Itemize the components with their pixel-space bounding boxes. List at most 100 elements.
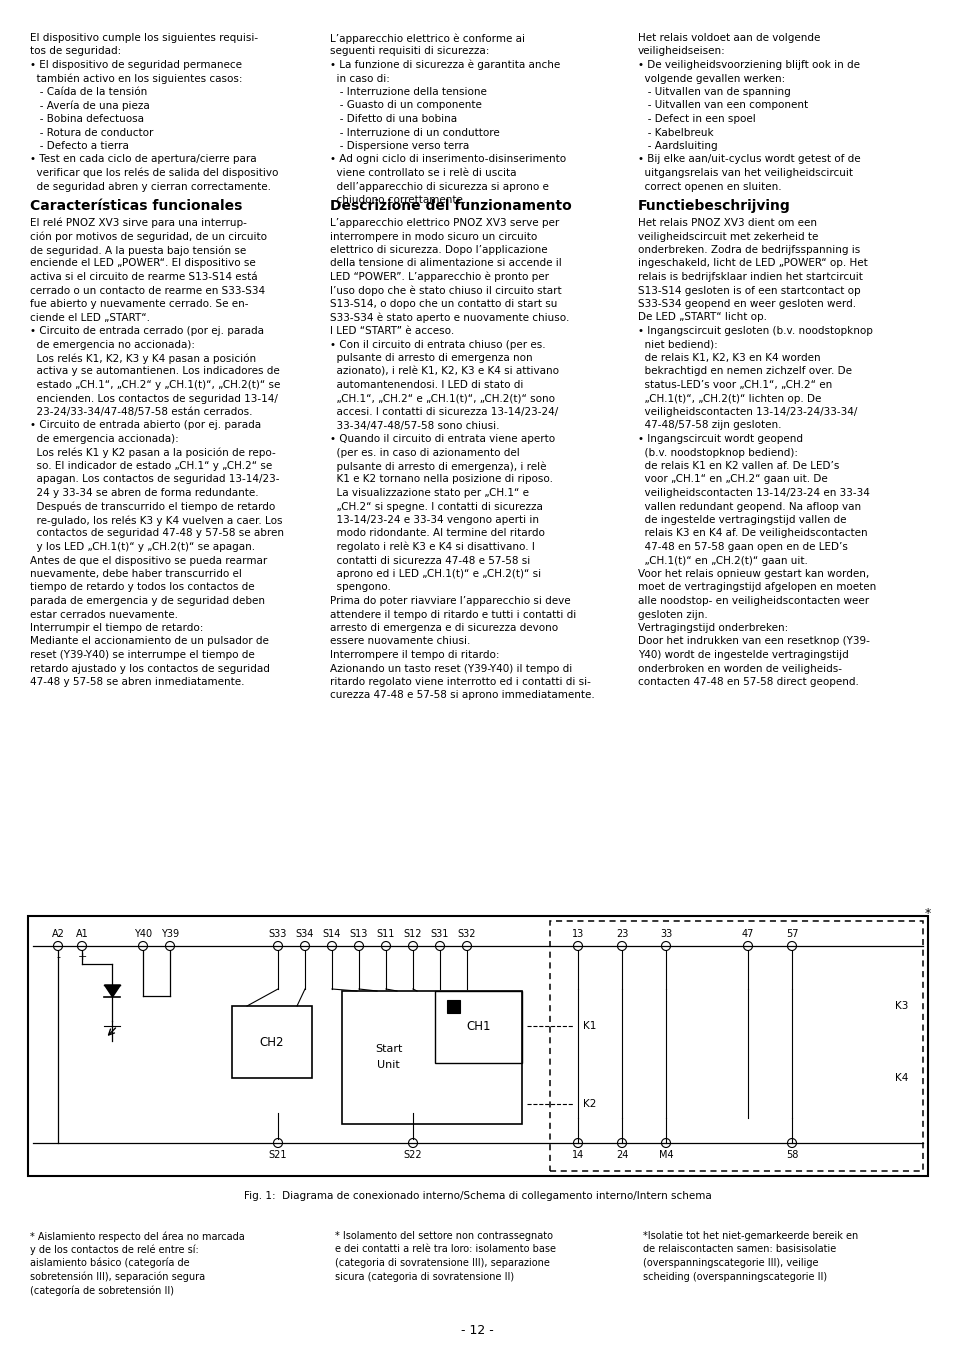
Text: scheiding (overspanningscategorie II): scheiding (overspanningscategorie II) bbox=[642, 1271, 826, 1282]
Text: e dei contatti a relè tra loro: isolamento base: e dei contatti a relè tra loro: isolamen… bbox=[335, 1244, 556, 1255]
Text: sicura (categoria di sovratensione II): sicura (categoria di sovratensione II) bbox=[335, 1271, 514, 1282]
Text: pulsante di arresto di emergenza non: pulsante di arresto di emergenza non bbox=[330, 353, 532, 363]
Text: in caso di:: in caso di: bbox=[330, 73, 390, 84]
Text: - Rotura de conductor: - Rotura de conductor bbox=[30, 127, 153, 138]
Text: Fig. 1:  Diagrama de conexionado interno/Schema di collegamento interno/Intern s: Fig. 1: Diagrama de conexionado interno/… bbox=[244, 1192, 711, 1201]
Text: también activo en los siguientes casos:: también activo en los siguientes casos: bbox=[30, 73, 242, 84]
Text: alle noodstop- en veiligheidscontacten weer: alle noodstop- en veiligheidscontacten w… bbox=[638, 596, 868, 607]
Text: regolato i relè K3 e K4 si disattivano. I: regolato i relè K3 e K4 si disattivano. … bbox=[330, 542, 535, 553]
Text: Azionando un tasto reset (Y39-Y40) il tempo di: Azionando un tasto reset (Y39-Y40) il te… bbox=[330, 663, 572, 674]
Text: Antes de que el dispositivo se pueda rearmar: Antes de que el dispositivo se pueda rea… bbox=[30, 555, 267, 566]
Text: • El dispositivo de seguridad permanece: • El dispositivo de seguridad permanece bbox=[30, 59, 242, 70]
Text: • Test en cada ciclo de apertura/cierre para: • Test en cada ciclo de apertura/cierre … bbox=[30, 154, 256, 165]
Text: • Ad ogni ciclo di inserimento-disinserimento: • Ad ogni ciclo di inserimento-disinseri… bbox=[330, 154, 565, 165]
Text: de relais K1 en K2 vallen af. De LED’s: de relais K1 en K2 vallen af. De LED’s bbox=[638, 461, 839, 471]
Text: l’uso dopo che è stato chiuso il circuito start: l’uso dopo che è stato chiuso il circuit… bbox=[330, 285, 561, 296]
Text: dell’apparecchio di sicurezza si aprono e: dell’apparecchio di sicurezza si aprono … bbox=[330, 181, 548, 192]
Text: • De veiligheidsvoorziening blijft ook in de: • De veiligheidsvoorziening blijft ook i… bbox=[638, 59, 859, 70]
Text: de seguridad abren y cierran correctamente.: de seguridad abren y cierran correctamen… bbox=[30, 181, 271, 192]
Text: - Difetto di una bobina: - Difetto di una bobina bbox=[330, 113, 456, 124]
Text: so. El indicador de estado „CH.1“ y „CH.2“ se: so. El indicador de estado „CH.1“ y „CH.… bbox=[30, 461, 272, 471]
Text: S13-S14, o dopo che un contatto di start su: S13-S14, o dopo che un contatto di start… bbox=[330, 299, 557, 309]
Text: estado „CH.1“, „CH.2“ y „CH.1(t)“, „CH.2(t)“ se: estado „CH.1“, „CH.2“ y „CH.1(t)“, „CH.2… bbox=[30, 380, 280, 390]
Text: M4: M4 bbox=[658, 1150, 673, 1161]
Text: (per es. in caso di azionamento del: (per es. in caso di azionamento del bbox=[330, 447, 519, 458]
Text: elettrico di sicurezza. Dopo l’applicazione: elettrico di sicurezza. Dopo l’applicazi… bbox=[330, 245, 547, 255]
Text: *Isolatie tot het niet-gemarkeerde bereik en: *Isolatie tot het niet-gemarkeerde berei… bbox=[642, 1231, 858, 1242]
Text: 47-48/57-58 zijn gesloten.: 47-48/57-58 zijn gesloten. bbox=[638, 420, 781, 431]
Text: S32: S32 bbox=[457, 929, 476, 939]
Text: Descrizione del funzionamento: Descrizione del funzionamento bbox=[330, 199, 571, 213]
Text: ción por motivos de seguridad, de un circuito: ción por motivos de seguridad, de un cir… bbox=[30, 231, 267, 242]
Text: vallen redundant geopend. Na afloop van: vallen redundant geopend. Na afloop van bbox=[638, 501, 861, 512]
Text: ingeschakeld, licht de LED „POWER“ op. Het: ingeschakeld, licht de LED „POWER“ op. H… bbox=[638, 258, 867, 269]
Text: 24 y 33-34 se abren de forma redundante.: 24 y 33-34 se abren de forma redundante. bbox=[30, 488, 258, 499]
Text: El dispositivo cumple los siguientes requisi-: El dispositivo cumple los siguientes req… bbox=[30, 32, 258, 43]
Text: nuevamente, debe haber transcurrido el: nuevamente, debe haber transcurrido el bbox=[30, 569, 242, 580]
Text: • Ingangscircuit gesloten (b.v. noodstopknop: • Ingangscircuit gesloten (b.v. noodstop… bbox=[638, 326, 872, 336]
Text: chiudono correttamente.: chiudono correttamente. bbox=[330, 195, 466, 205]
Text: K4: K4 bbox=[894, 1073, 907, 1084]
Text: - Uitvallen van een component: - Uitvallen van een component bbox=[638, 100, 807, 111]
Text: S13-S14 gesloten is of een startcontact op: S13-S14 gesloten is of een startcontact … bbox=[638, 285, 860, 296]
Text: 23-24/33-34/47-48/57-58 están cerrados.: 23-24/33-34/47-48/57-58 están cerrados. bbox=[30, 407, 253, 417]
Text: S13: S13 bbox=[350, 929, 368, 939]
Text: - Interruzione della tensione: - Interruzione della tensione bbox=[330, 86, 486, 97]
Text: • Con il circuito di entrata chiuso (per es.: • Con il circuito di entrata chiuso (per… bbox=[330, 339, 545, 350]
Text: azionato), i relè K1, K2, K3 e K4 si attivano: azionato), i relè K1, K2, K3 e K4 si att… bbox=[330, 366, 558, 377]
Text: *: * bbox=[924, 907, 930, 920]
Text: S14: S14 bbox=[322, 929, 341, 939]
Text: • Ingangscircuit wordt geopend: • Ingangscircuit wordt geopend bbox=[638, 434, 802, 444]
Text: aislamiento básico (categoría de: aislamiento básico (categoría de bbox=[30, 1258, 190, 1269]
Text: estar cerrados nuevamente.: estar cerrados nuevamente. bbox=[30, 609, 178, 620]
Bar bbox=[550, 921, 923, 1171]
Text: encienden. Los contactos de seguridad 13-14/: encienden. Los contactos de seguridad 13… bbox=[30, 393, 277, 404]
Text: uitgangsrelais van het veiligheidscircuit: uitgangsrelais van het veiligheidscircui… bbox=[638, 168, 852, 178]
Text: - Kabelbreuk: - Kabelbreuk bbox=[638, 127, 713, 138]
Text: A1: A1 bbox=[75, 929, 89, 939]
Text: veiligheidscontacten 13-14/23-24 en 33-34: veiligheidscontacten 13-14/23-24 en 33-3… bbox=[638, 488, 869, 499]
Text: L’apparecchio elettrico PNOZ XV3 serve per: L’apparecchio elettrico PNOZ XV3 serve p… bbox=[330, 218, 558, 228]
Text: S12: S12 bbox=[403, 929, 422, 939]
Text: S31: S31 bbox=[431, 929, 449, 939]
Text: de emergencia accionada):: de emergencia accionada): bbox=[30, 434, 178, 444]
Text: „CH.1(t)“, „CH.2(t)“ lichten op. De: „CH.1(t)“, „CH.2(t)“ lichten op. De bbox=[638, 393, 821, 404]
Text: K3: K3 bbox=[894, 1001, 907, 1011]
Text: de relais K1, K2, K3 en K4 worden: de relais K1, K2, K3 en K4 worden bbox=[638, 353, 820, 363]
Text: tos de seguridad:: tos de seguridad: bbox=[30, 46, 121, 57]
Text: y los LED „CH.1(t)“ y „CH.2(t)“ se apagan.: y los LED „CH.1(t)“ y „CH.2(t)“ se apaga… bbox=[30, 542, 254, 553]
Text: cerrado o un contacto de rearme en S33-S34: cerrado o un contacto de rearme en S33-S… bbox=[30, 285, 265, 296]
Bar bbox=[341, 992, 521, 1124]
Text: de ingestelde vertragingstijd vallen de: de ingestelde vertragingstijd vallen de bbox=[638, 515, 845, 526]
Text: ciende el LED „START“.: ciende el LED „START“. bbox=[30, 312, 150, 323]
Text: Het relais voldoet aan de volgende: Het relais voldoet aan de volgende bbox=[638, 32, 820, 43]
Text: contatti di sicurezza 47-48 e 57-58 si: contatti di sicurezza 47-48 e 57-58 si bbox=[330, 555, 530, 566]
Text: spengono.: spengono. bbox=[330, 582, 391, 593]
Text: Y39: Y39 bbox=[161, 929, 179, 939]
Text: - Defect in een spoel: - Defect in een spoel bbox=[638, 113, 755, 124]
Text: - Dispersione verso terra: - Dispersione verso terra bbox=[330, 141, 469, 151]
Text: S22: S22 bbox=[403, 1150, 422, 1161]
Text: - Avería de una pieza: - Avería de una pieza bbox=[30, 100, 150, 111]
Text: y de los contactos de relé entre sí:: y de los contactos de relé entre sí: bbox=[30, 1244, 198, 1255]
Text: 24: 24 bbox=[616, 1150, 627, 1161]
Text: LED “POWER”. L’apparecchio è pronto per: LED “POWER”. L’apparecchio è pronto per bbox=[330, 272, 548, 282]
Text: - Caída de la tensión: - Caída de la tensión bbox=[30, 86, 147, 97]
Text: • La funzione di sicurezza è garantita anche: • La funzione di sicurezza è garantita a… bbox=[330, 59, 559, 70]
Text: 14: 14 bbox=[571, 1150, 583, 1161]
Text: aprono ed i LED „CH.1(t)“ e „CH.2(t)“ si: aprono ed i LED „CH.1(t)“ e „CH.2(t)“ si bbox=[330, 569, 540, 580]
Text: K1: K1 bbox=[582, 1021, 596, 1031]
Bar bbox=[28, 916, 927, 1175]
Text: * Aislamiento respecto del área no marcada: * Aislamiento respecto del área no marca… bbox=[30, 1231, 245, 1242]
Text: reset (Y39-Y40) se interrumpe el tiempo de: reset (Y39-Y40) se interrumpe el tiempo … bbox=[30, 650, 254, 661]
Text: relais K3 en K4 af. De veiligheidscontacten: relais K3 en K4 af. De veiligheidscontac… bbox=[638, 528, 866, 539]
Text: veiligheidscontacten 13-14/23-24/33-34/: veiligheidscontacten 13-14/23-24/33-34/ bbox=[638, 407, 857, 417]
Text: enciende el LED „POWER“. El dispositivo se: enciende el LED „POWER“. El dispositivo … bbox=[30, 258, 255, 269]
Text: - Bobina defectuosa: - Bobina defectuosa bbox=[30, 113, 144, 124]
Text: veiligheidseisen:: veiligheidseisen: bbox=[638, 46, 725, 57]
Text: Interrompere il tempo di ritardo:: Interrompere il tempo di ritardo: bbox=[330, 650, 499, 661]
Text: 47-48 y 57-58 se abren inmediatamente.: 47-48 y 57-58 se abren inmediatamente. bbox=[30, 677, 244, 688]
Text: „CH.1“, „CH.2“ e „CH.1(t)“, „CH.2(t)“ sono: „CH.1“, „CH.2“ e „CH.1(t)“, „CH.2(t)“ so… bbox=[330, 393, 555, 404]
Text: (categoria di sovratensione III), separazione: (categoria di sovratensione III), separa… bbox=[335, 1258, 549, 1269]
Text: +: + bbox=[77, 952, 87, 962]
